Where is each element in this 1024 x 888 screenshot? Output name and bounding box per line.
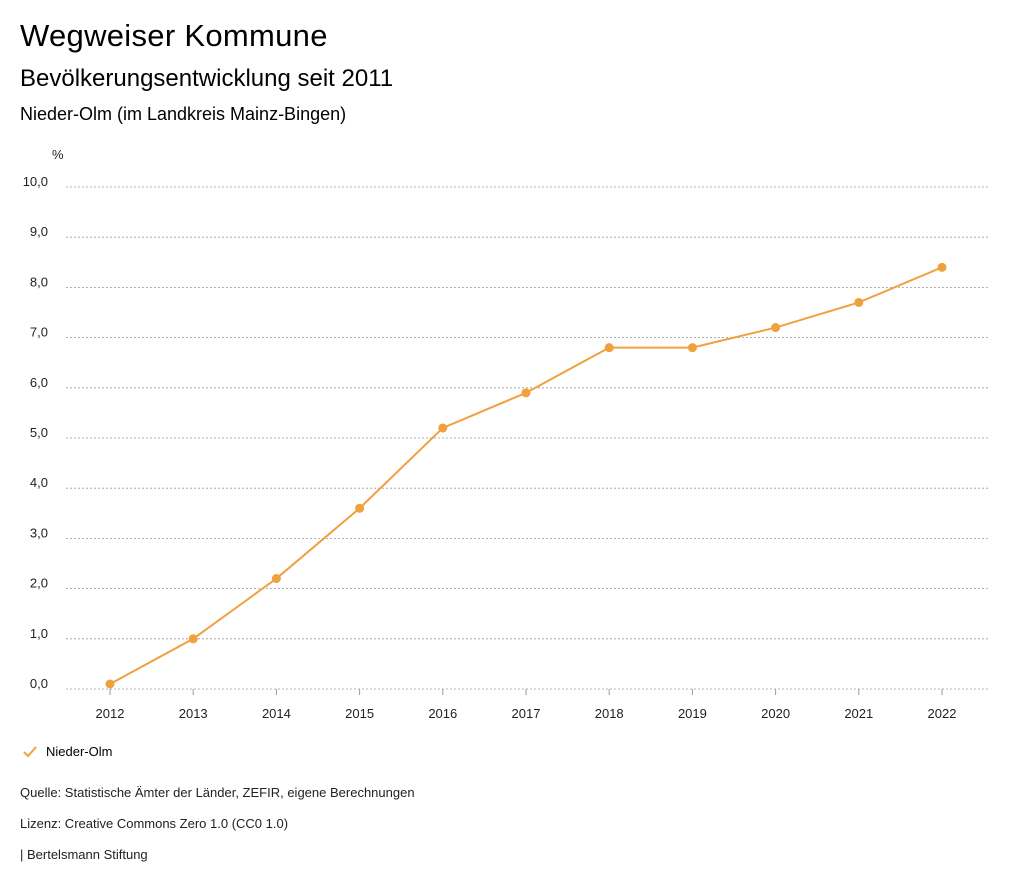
organization-note: | Bertelsmann Stiftung [20,847,148,862]
y-tick-label: 6,0 [30,375,48,390]
x-tick-label: 2022 [928,706,957,721]
legend-label: Nieder-Olm [46,744,113,759]
page-title: Wegweiser Kommune [20,18,328,53]
y-tick-label: 9,0 [30,224,48,239]
x-tick-label: 2020 [761,706,790,721]
x-tick-label: 2016 [428,706,457,721]
data-point[interactable] [105,679,115,689]
data-point[interactable] [355,503,365,513]
x-axis: 2012 2013 2014 2015 2016 2017 2018 2019 2020 2021… [96,689,957,721]
y-tick-label: 4,0 [30,475,48,490]
license-note: Lizenz: Creative Commons Zero 1.0 (CC0 1… [20,816,289,831]
y-tick-label: 10,0 [23,174,48,189]
source-note: Quelle: Statistische Ämter der Länder, Z… [20,785,415,800]
series-layer [105,262,947,689]
x-tick-label: 2019 [678,706,707,721]
x-tick-label: 2012 [96,706,125,721]
y-unit-label: % [52,147,64,162]
x-tick-label: 2015 [345,706,374,721]
x-tick-label: 2013 [179,706,208,721]
data-point[interactable] [687,343,697,353]
data-point[interactable] [521,388,531,398]
region-title: Nieder-Olm (im Landkreis Mainz-Bingen) [20,104,347,124]
x-tick-label: 2014 [262,706,291,721]
series-line [109,266,943,685]
check-icon [23,745,37,757]
line-chart: % 0,0 1,0 2,0 3,0 4,0 5,0 6,0 7,0 8,0 9,0 10,0 2012… [23,147,990,721]
y-tick-label: 2,0 [30,576,48,591]
data-point[interactable] [604,343,614,353]
y-tick-label: 7,0 [30,325,48,340]
x-tick-label: 2021 [844,706,873,721]
data-point[interactable] [188,634,198,644]
y-tick-label: 1,0 [30,626,48,641]
grid-lines [66,186,990,690]
data-point[interactable] [271,574,281,584]
data-point[interactable] [771,323,781,333]
x-tick-label: 2017 [512,706,541,721]
data-point[interactable] [438,423,448,433]
y-tick-label: 0,0 [30,676,48,691]
data-point[interactable] [937,262,947,272]
data-point[interactable] [854,297,864,307]
page-subtitle: Bevölkerungsentwicklung seit 2011 [20,65,394,92]
legend[interactable]: Nieder-Olm [22,744,112,759]
y-tick-label: 5,0 [30,425,48,440]
x-tick-label: 2018 [595,706,624,721]
y-axis: % 0,0 1,0 2,0 3,0 4,0 5,0 6,0 7,0 8,0 9,0 10,0 [23,147,64,691]
y-tick-label: 3,0 [30,525,48,540]
y-tick-label: 8,0 [30,274,48,289]
